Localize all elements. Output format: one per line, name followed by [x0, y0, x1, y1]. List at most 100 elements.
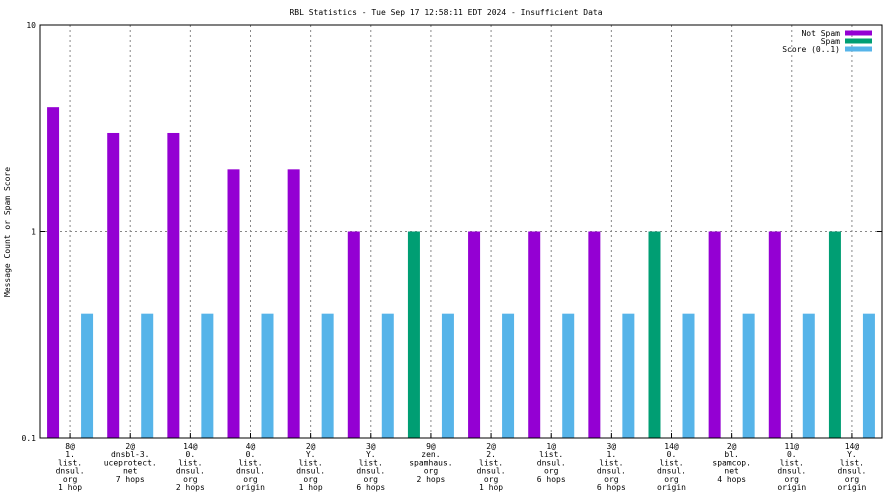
x-tick-label-line: dnsul. — [356, 467, 385, 476]
x-tick-label-line: 14@ — [664, 442, 679, 451]
bars — [47, 107, 875, 438]
x-tick-label: 14@ 0. list. dnsul. org origin — [657, 442, 686, 492]
x-tick-label-line: org — [424, 467, 439, 476]
legend-swatch — [845, 46, 872, 52]
x-tick-label-line: org — [604, 475, 619, 484]
x-tick-label-line: Y. — [366, 450, 376, 459]
x-tick-label-line: 1@ — [546, 442, 556, 451]
x-tick-label-line: origin — [236, 483, 265, 492]
bar-not-spam — [768, 231, 781, 438]
x-tick-label-line: net — [123, 467, 138, 476]
bar-score-0-1 — [802, 313, 815, 438]
legend-swatch — [845, 30, 872, 36]
x-tick-label-line: org — [544, 467, 559, 476]
x-tick-label-line: 3@ — [607, 442, 617, 451]
x-tick-label-line: list. — [238, 458, 262, 467]
x-tick-label: 2@ bl. spamcop. net 4 hops — [712, 442, 751, 484]
x-tick-label-line: 7 hops — [116, 475, 145, 484]
bar-spam — [407, 231, 420, 438]
x-tick-label-line: 0. — [667, 450, 677, 459]
x-tick-label: 14@ 0. list. dnsul. org 2 hops — [176, 442, 205, 492]
bar-not-spam — [588, 231, 601, 438]
legend-swatch — [845, 38, 872, 44]
y-tick-label: 0.1 — [22, 434, 37, 443]
grid-lines — [40, 25, 882, 438]
bar-not-spam — [287, 169, 300, 438]
bar-not-spam — [107, 132, 120, 438]
x-tick-label-line: 3@ — [366, 442, 376, 451]
x-tick-label-line: 2@ — [727, 442, 737, 451]
legend-label: Score (0..1) — [782, 45, 840, 54]
x-tick-label-line: dnsul. — [176, 467, 205, 476]
x-tick-label-line: org — [484, 475, 499, 484]
x-tick-label: 1@ list. dnsul. org 6 hops — [537, 442, 566, 484]
x-tick-label: 9@ zen. spamhaus. org 2 hops — [409, 442, 452, 484]
x-tick-label-line: uceprotect. — [104, 458, 157, 467]
bar-score-0-1 — [441, 313, 454, 438]
bar-score-0-1 — [321, 313, 334, 438]
bar-not-spam — [708, 231, 721, 438]
x-tick-label-line: origin — [657, 483, 686, 492]
x-tick-label-line: spamhaus. — [409, 458, 452, 467]
x-tick-label-line: bl. — [724, 450, 738, 459]
x-tick-label: 2@ dnsbl-3. uceprotect. net 7 hops — [104, 442, 157, 484]
x-tick-label-line: list. — [299, 458, 323, 467]
bar-not-spam — [167, 132, 180, 438]
x-tick-label-line: 1 hop — [58, 483, 82, 492]
x-tick-label-line: Y. — [306, 450, 316, 459]
x-tick-label-line: dnsul. — [236, 467, 265, 476]
x-tick-label-line: 2@ — [125, 442, 135, 451]
bar-score-0-1 — [201, 313, 214, 438]
x-tick-label-line: 8@ — [65, 442, 75, 451]
x-tick-label-line: 1. — [65, 450, 75, 459]
x-tick-label-line: 0. — [787, 450, 797, 459]
y-tick-label: 10 — [26, 21, 36, 30]
x-tick-label-line: org — [364, 475, 379, 484]
x-tick-label-line: dnsul. — [837, 467, 866, 476]
x-tick-label: 2@ Y. list. dnsul. org 1 hop — [296, 442, 325, 492]
x-tick-label-line: 0. — [246, 450, 256, 459]
bar-score-0-1 — [622, 313, 635, 438]
x-tick-label-line: 2@ — [306, 442, 316, 451]
x-tick-label-line: 14@ — [183, 442, 198, 451]
x-tick-label-line: spamcop. — [712, 458, 751, 467]
bar-score-0-1 — [141, 313, 154, 438]
x-tick-label: 2@ 2. list. dnsul. org 1 hop — [477, 442, 506, 492]
x-tick-label-line: list. — [58, 458, 82, 467]
x-tick-label: 11@ 0. list. dnsul. org origin — [777, 442, 806, 492]
x-tick-label-line: list. — [840, 458, 864, 467]
x-tick-label-line: dnsul. — [657, 467, 686, 476]
x-tick-label: 3@ Y. list. dnsul. org 6 hops — [356, 442, 385, 492]
x-tick-label-line: org — [243, 475, 258, 484]
x-tick-label-line: list. — [539, 450, 563, 459]
x-tick-label-line: org — [63, 475, 78, 484]
bar-score-0-1 — [261, 313, 274, 438]
x-tick-label-line: 6 hops — [356, 483, 385, 492]
x-tick-label: 3@ 1. list. dnsul. org 6 hops — [597, 442, 626, 492]
x-tick-label-line: 9@ — [426, 442, 436, 451]
x-tick-label-line: 1. — [607, 450, 617, 459]
x-tick-label-line: Y. — [847, 450, 857, 459]
bar-not-spam — [468, 231, 481, 438]
x-tick-label-line: dnsul. — [537, 458, 566, 467]
x-tick-label-line: list. — [659, 458, 683, 467]
x-tick-label-line: origin — [777, 483, 806, 492]
x-tick-label-line: 1 hop — [299, 483, 323, 492]
x-tick-label-line: net — [724, 467, 739, 476]
x-tick-label-line: org — [664, 475, 679, 484]
x-tick-label-line: zen. — [421, 450, 440, 459]
x-tick-label-line: 0. — [186, 450, 196, 459]
x-tick-label: 14@ Y. list. dnsul. org origin — [837, 442, 866, 492]
x-tick-label-line: dnsul. — [777, 467, 806, 476]
bar-spam — [648, 231, 661, 438]
x-tick-label-line: dnsul. — [477, 467, 506, 476]
bar-not-spam — [47, 107, 60, 438]
x-tick-label: 4@ 0. list. dnsul. org origin — [236, 442, 265, 492]
chart-title: RBL Statistics - Tue Sep 17 12:58:11 EDT… — [289, 8, 602, 17]
x-tick-label-line: list. — [359, 458, 383, 467]
x-tick-label-line: 2 hops — [416, 475, 445, 484]
bar-score-0-1 — [502, 313, 515, 438]
x-tick-label-line: 6 hops — [537, 475, 566, 484]
x-tick-label: 8@ 1. list. dnsul. org 1 hop — [56, 442, 85, 492]
